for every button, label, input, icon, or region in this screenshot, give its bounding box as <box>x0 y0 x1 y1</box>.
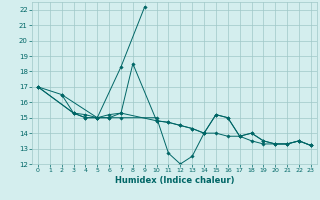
X-axis label: Humidex (Indice chaleur): Humidex (Indice chaleur) <box>115 176 234 185</box>
